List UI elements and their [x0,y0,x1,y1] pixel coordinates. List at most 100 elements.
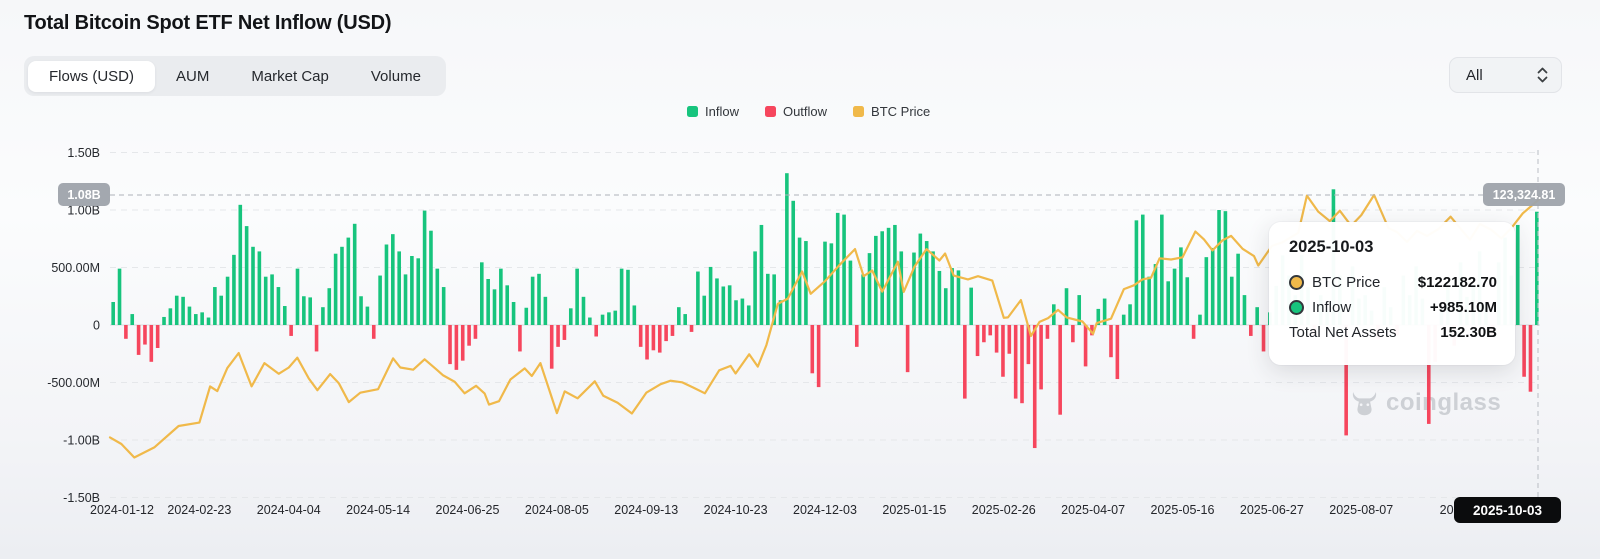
btc-price-marker-icon [1289,275,1304,290]
flow-bar [1115,325,1120,380]
y-axis-tick: -1.50B [63,491,100,505]
flow-bar [365,306,370,325]
coinglass-watermark: coinglass [1350,388,1501,417]
flow-bar [302,296,306,325]
tab-flows-usd[interactable]: Flows (USD) [28,60,155,92]
flow-bar [880,231,884,325]
x-axis-ticks: 2024-01-12 2024-02-23 2024-04-04 2024-05-14… [90,503,1504,517]
flow-bar [1179,247,1183,326]
flow-bar [371,325,376,339]
tooltip-date: 2025-10-03 [1289,238,1374,256]
chart-tooltip: 2025-10-03 BTC Price $122182.70 Inflow +… [1269,222,1515,365]
flow-bar [162,316,166,325]
flow-bar [899,251,904,325]
page-title: Total Bitcoin Spot ETF Net Inflow (USD) [24,12,392,34]
flow-bar [1090,325,1094,336]
flow-bar [441,287,446,325]
flow-bar [1223,211,1228,325]
crosshair-date-badge: 2025-10-03 [1454,497,1561,523]
flow-bar [422,210,427,325]
x-axis-tick: 2025-02-26 [972,503,1036,517]
flow-bar [435,268,440,325]
flow-bar [1026,325,1031,365]
flow-bar [1013,325,1018,399]
y-axis-tick: 1.50B [67,146,100,160]
flow-bar [333,253,338,325]
flow-bar [963,325,967,399]
legend-item-outflow[interactable]: Outflow [764,104,828,119]
flow-bar [263,276,268,325]
tab-volume[interactable]: Volume [350,61,442,92]
flow-bar [943,288,948,325]
flow-bar [321,307,325,325]
range-filter-value: All [1466,66,1483,84]
flow-bar [282,306,287,325]
flow-bar [988,325,993,336]
legend-item-btc-price[interactable]: BTC Price [853,104,930,119]
flow-bar [1204,257,1209,325]
tooltip-label: Total Net Assets [1289,324,1397,341]
flow-bar [683,314,687,325]
flow-bar [225,276,230,325]
flow-bar [575,268,579,325]
flow-bar [1032,325,1037,449]
flow-bar [511,302,516,325]
flow-bar [918,233,923,325]
y-axis-tick: 500.00M [51,261,100,275]
x-axis-tick: 2025-08-07 [1329,503,1393,517]
inflow-swatch-icon [687,106,698,117]
flow-bar [251,246,255,325]
flow-bar [696,271,700,325]
flow-bar [480,262,484,325]
flow-bar [499,268,503,325]
flow-bar [931,251,935,325]
tooltip-value: +985.10M [1429,299,1497,316]
flow-bar [174,295,179,326]
flow-bar [1001,325,1005,377]
flow-bar [543,296,548,325]
flow-bar [130,314,135,325]
flow-bar [829,243,834,325]
y-axis-tick: -500.00M [47,376,100,390]
crosshair-value-badge: 1.08B [58,183,110,206]
tooltip-row-inflow: Inflow +985.10M [1289,295,1497,320]
legend-item-inflow[interactable]: Inflow [687,104,739,119]
watermark-text: coinglass [1386,388,1502,416]
flow-bar [607,312,611,325]
flow-bar [1191,325,1196,339]
legend-label: Outflow [782,104,828,119]
flow-bar [823,241,827,326]
flow-bar [257,251,262,325]
flow-bar [117,268,122,325]
flow-bar [219,295,224,326]
flow-bar [982,325,986,343]
flow-bar [1064,288,1069,325]
flow-bar [912,252,916,325]
flow-bar [562,325,567,340]
flow-bar [460,325,465,361]
flow-bar [1166,281,1170,325]
flow-bar [352,223,357,325]
flow-bar [657,325,662,353]
flow-bar [1229,276,1234,325]
tab-market-cap[interactable]: Market Cap [230,61,350,92]
flow-bar [588,317,592,325]
flow-bar [670,325,675,336]
flow-bar [1058,325,1062,415]
flow-bar [111,302,115,325]
flow-bar [861,274,865,325]
tab-aum[interactable]: AUM [155,61,230,92]
flow-bar [505,285,510,325]
range-filter-dropdown[interactable]: All [1449,57,1562,93]
x-axis-tick: 2024-01-12 [90,503,154,517]
flow-bar [848,260,853,325]
flow-bar [772,274,776,325]
flow-bar [581,296,586,325]
btc-price-swatch-icon [853,106,865,117]
flow-bar [194,314,198,325]
flow-bar [1515,224,1520,325]
flow-bar [905,325,910,373]
flow-bar [702,295,707,326]
legend-label: BTC Price [871,104,931,119]
flow-bar [1020,325,1024,404]
